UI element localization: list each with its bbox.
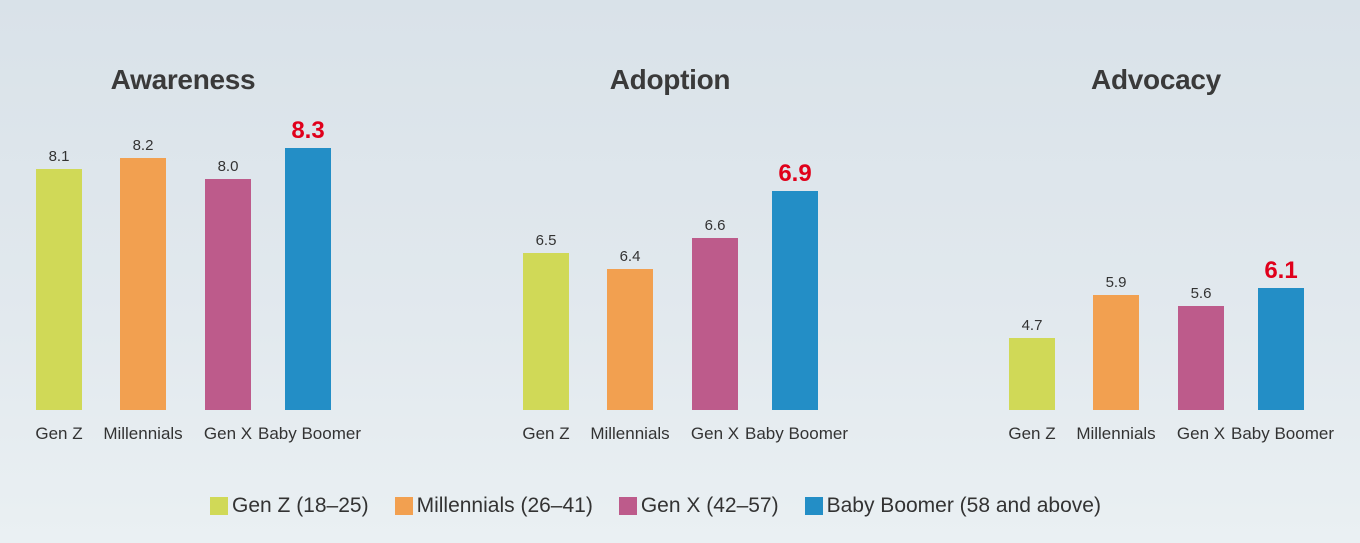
data-label: 8.3 (291, 117, 325, 144)
legend-swatch (210, 497, 228, 515)
legend-swatch (804, 497, 823, 515)
legend-label: Millennials (26–41) (416, 494, 593, 517)
legend-swatch (618, 497, 637, 515)
category-label: Gen X (1176, 424, 1226, 443)
chart-adoption: Adoption 6.5 Gen Z 6.4 Millennials 6.6 Gen X 6.… (522, 0, 883, 460)
bar-baby-boomer (285, 148, 331, 410)
category-label: Baby Boomer (258, 424, 361, 443)
category-label: Millennials (590, 424, 670, 443)
legend-label: Gen Z (18–25) (232, 494, 369, 517)
legend-label: Baby Boomer (58 and above) (826, 494, 1101, 517)
legend-item-gen-z: Gen Z (18–25) (210, 494, 369, 518)
category-label: Baby Boomer (1231, 424, 1334, 443)
bar-millennials (120, 158, 166, 410)
data-label: 6.6 (704, 216, 726, 234)
bar-gen-z (36, 168, 82, 410)
bar-gen-z (1009, 338, 1055, 410)
chart-title: Advocacy (1091, 64, 1221, 95)
category-label: Millennials (1076, 424, 1156, 443)
bar-millennials (607, 268, 653, 410)
data-label: 5.6 (1190, 284, 1212, 302)
chart-awareness: Awareness 8.1 Gen Z 8.2 Millennials 8.0 Gen X 8… (35, 0, 396, 460)
category-label: Baby Boomer (745, 424, 848, 443)
bar-millennials (1093, 294, 1139, 410)
bar-gen-x (1178, 305, 1224, 410)
data-label: 8.0 (217, 157, 239, 175)
category-label: Gen X (690, 424, 740, 443)
category-label: Gen Z (35, 424, 83, 443)
data-label: 4.7 (1021, 317, 1043, 335)
category-label: Gen Z (522, 424, 570, 443)
legend-item-millennials: Millennials (26–41) (394, 494, 593, 518)
bar-gen-x (205, 178, 251, 410)
data-label: 6.5 (535, 232, 557, 250)
legend-item-gen-x: Gen X (42–57) (618, 494, 779, 518)
data-label: 5.9 (1105, 273, 1127, 291)
data-label: 6.1 (1264, 256, 1298, 284)
bar-baby-boomer (772, 191, 818, 410)
legend-item-baby-boomer: Baby Boomer (58 and above) (804, 494, 1101, 518)
legend-swatch (394, 497, 413, 515)
data-label: 6.9 (778, 160, 812, 188)
chart-title: Adoption (609, 64, 731, 95)
legend: Gen Z (18–25) Millennials (26–41) Gen X … (210, 494, 1127, 518)
legend-label: Gen X (42–57) (640, 494, 779, 517)
data-label: 8.2 (132, 137, 154, 155)
data-label: 8.1 (48, 147, 70, 165)
bar-baby-boomer (1258, 287, 1304, 410)
category-label: Millennials (103, 424, 183, 443)
bar-gen-x (692, 237, 738, 410)
chart-title: Awareness (110, 64, 256, 95)
chart-advocacy: Advocacy 4.7 Gen Z 5.9 Millennials 5.6 Gen X 6.… (1008, 0, 1360, 460)
data-label: 6.4 (619, 247, 641, 265)
category-label: Gen X (203, 424, 253, 443)
category-label: Gen Z (1008, 424, 1056, 443)
bar-gen-z (523, 253, 569, 410)
